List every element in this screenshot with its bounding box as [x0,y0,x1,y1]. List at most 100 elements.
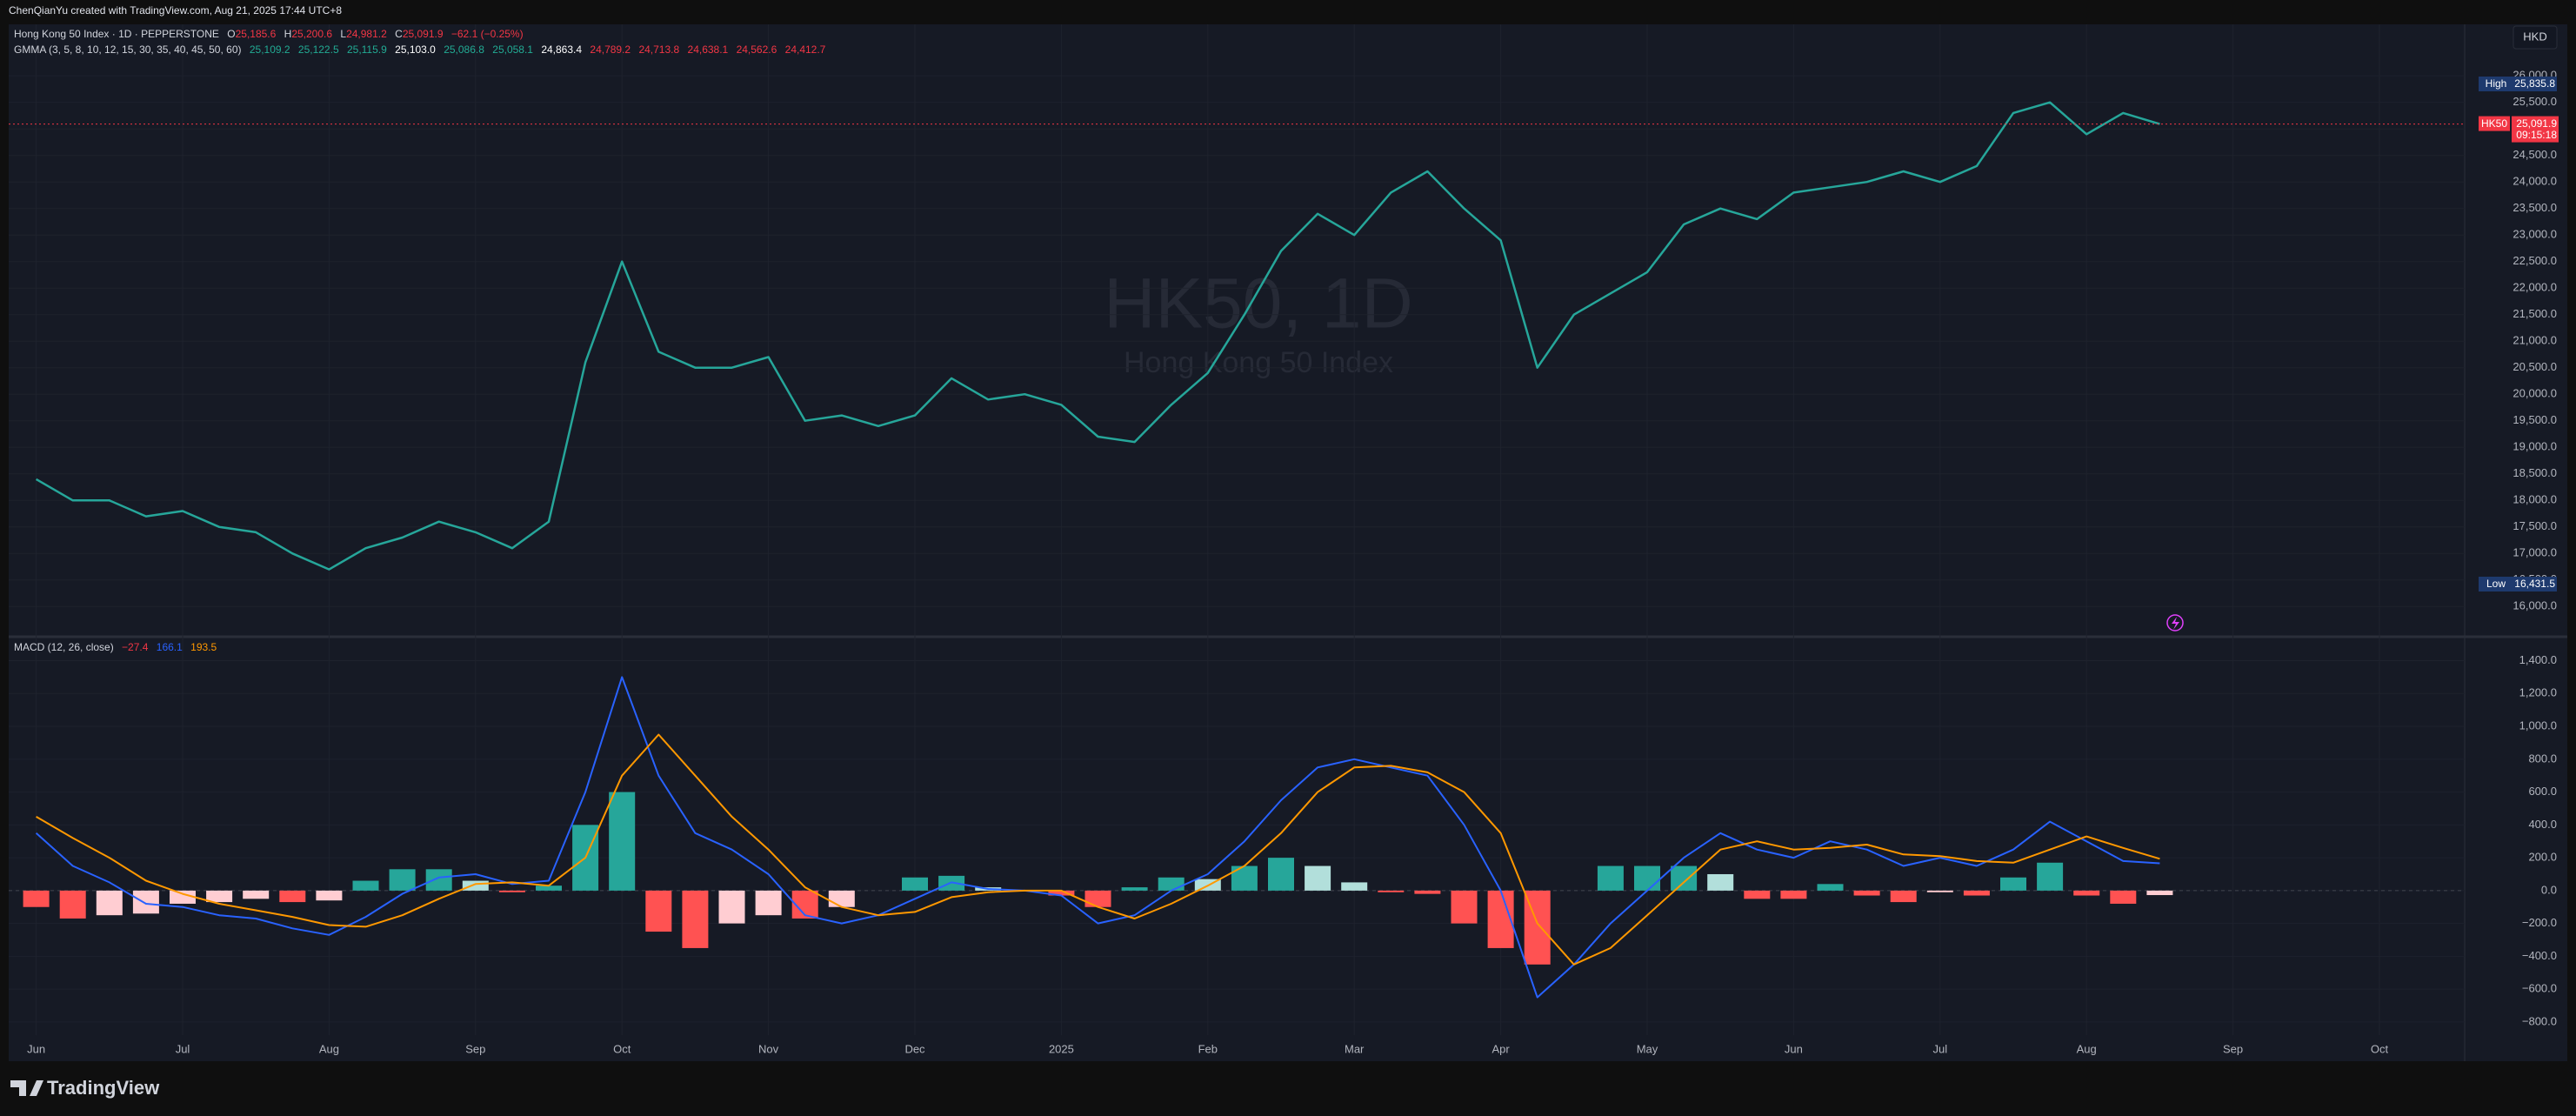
histogram-bar [682,890,709,948]
high-badge [2479,77,2557,91]
gmma-value: 25,122.5 [298,43,339,56]
y-tick-label: 23,000.0 [2513,228,2557,241]
currency-button[interactable]: HKD [2513,25,2558,50]
gmma-value: 25,109.2 [250,43,290,56]
low-label: Low [2486,578,2506,590]
low-value: 16,431.5 [2514,578,2555,590]
low-badge [2479,577,2557,591]
macd-line [35,676,2160,999]
y-tick-label: 18,500.0 [2513,466,2557,479]
currency[interactable]: HKD [2523,30,2546,43]
x-tick-label: Dec [904,1042,925,1055]
y-tick-label: 21,000.0 [2513,334,2557,347]
histogram-bar [316,890,343,901]
x-tick-label: Mar [1345,1042,1365,1055]
y-tick-label: 24,500.0 [2513,148,2557,161]
last-price-box [2512,116,2559,143]
y-tick-label: 600.0 [2528,785,2557,798]
credit: ChenQianYu created with TradingView.com,… [9,4,342,17]
y-tick-label: 200.0 [2528,851,2557,864]
x-tick-label: Oct [2371,1042,2389,1055]
last-price-badge: HK50 25,091.909:15:18 [2479,116,2559,143]
histogram-bar [132,890,159,914]
histogram-bar [59,890,86,919]
histogram-bar [1634,865,1660,891]
histogram-bar [1597,865,1624,891]
histogram-bar [2000,877,2026,891]
histogram-bar [1744,890,1771,899]
brand: TradingView [10,1077,160,1099]
histogram-bar [718,890,745,924]
histogram-bar [243,890,270,899]
macd-title: MACD (12, 26, close) [14,641,114,653]
histogram-bar [1341,882,1368,891]
x-tick-label: Aug [2077,1042,2097,1055]
y-tick-label: 24,000.0 [2513,175,2557,188]
histogram-bar [425,869,452,891]
change: −62.1 (−0.25%) [451,28,524,40]
symbol: Hong Kong 50 Index · 1D · PEPPERSTONE [14,28,219,40]
y-tick-label: 16,000.0 [2513,599,2557,612]
gmma-title: GMMA (3, 5, 8, 10, 12, 15, 30, 35, 40, 4… [14,43,242,56]
currency-box[interactable] [2513,25,2558,50]
x-tick-label: Apr [1492,1042,1510,1055]
y-tick-label: 20,500.0 [2513,360,2557,373]
y-tick-label: 19,000.0 [2513,440,2557,453]
histogram-bar [2146,890,2173,896]
x-tick-label: Aug [319,1042,339,1055]
y-tick-label: 1,400.0 [2519,653,2557,666]
last-price: 25,091.9 [2516,117,2557,130]
histogram-bar [462,880,489,891]
last-symbol-badge [2479,116,2510,131]
histogram-bar [389,869,416,891]
last-symbol: HK50 [2481,117,2507,130]
ohlc-key: L [340,28,346,40]
histogram-bar [1707,873,1734,891]
gmma-value: 25,115.9 [347,43,387,56]
y-tick-label: −400.0 [2522,949,2557,962]
histogram-bar [1487,890,1514,948]
y-tick-label: 1,000.0 [2519,718,2557,732]
histogram-bar [2110,890,2137,904]
ohlc-value: 25,091.9 [403,28,444,40]
y-tick-label: 17,500.0 [2513,519,2557,532]
signal-line [36,733,2160,966]
countdown: 09:15:18 [2516,129,2557,141]
gmma-value: 24,638.1 [688,43,729,56]
histogram-bar [902,877,928,891]
histogram-bar [1780,890,1807,899]
gmma-value: 25,058.1 [492,43,533,56]
high-value: 25,835.8 [2514,77,2555,90]
histogram-bar [1121,887,1148,891]
legend-price: Hong Kong 50 Index · 1D · PEPPERSTONE O 2… [14,28,524,40]
histogram-bar [1671,865,1698,891]
histogram-bar [352,880,379,891]
y-tick-label: 1,200.0 [2519,686,2557,699]
gmma-value: 24,562.6 [737,43,777,56]
y-tick-label: 0.0 [2541,883,2557,896]
gmma-value: 25,103.0 [395,43,436,56]
histogram-bar [2073,890,2100,896]
gmma-value: 25,086.8 [444,43,484,56]
x-tick-label: Sep [2223,1042,2243,1055]
histogram-bar [1048,890,1075,896]
histogram-bar [1084,890,1111,907]
histogram-bar [1378,890,1405,892]
y-tick-label: 19,500.0 [2513,413,2557,426]
histogram-bar [1890,890,1917,903]
gmma-value: 24,713.8 [638,43,679,56]
ohlc-key: O [227,28,235,40]
histogram-bar [2037,862,2064,891]
legend-macd: MACD (12, 26, close) −27.4 166.1 193.5 [14,641,217,653]
x-tick-label: Jun [27,1042,45,1055]
y-tick-label: 18,000.0 [2513,493,2557,506]
macd-value: −27.4 [122,641,149,653]
y-tick-label: 22,000.0 [2513,281,2557,294]
x-tick-label: Jul [1932,1042,1947,1055]
event-icon[interactable] [2166,614,2184,632]
macd-value: 166.1 [157,641,183,653]
price-line [35,101,2160,571]
ohlc-value: 25,200.6 [291,28,332,40]
brand-name: TradingView [47,1077,160,1099]
